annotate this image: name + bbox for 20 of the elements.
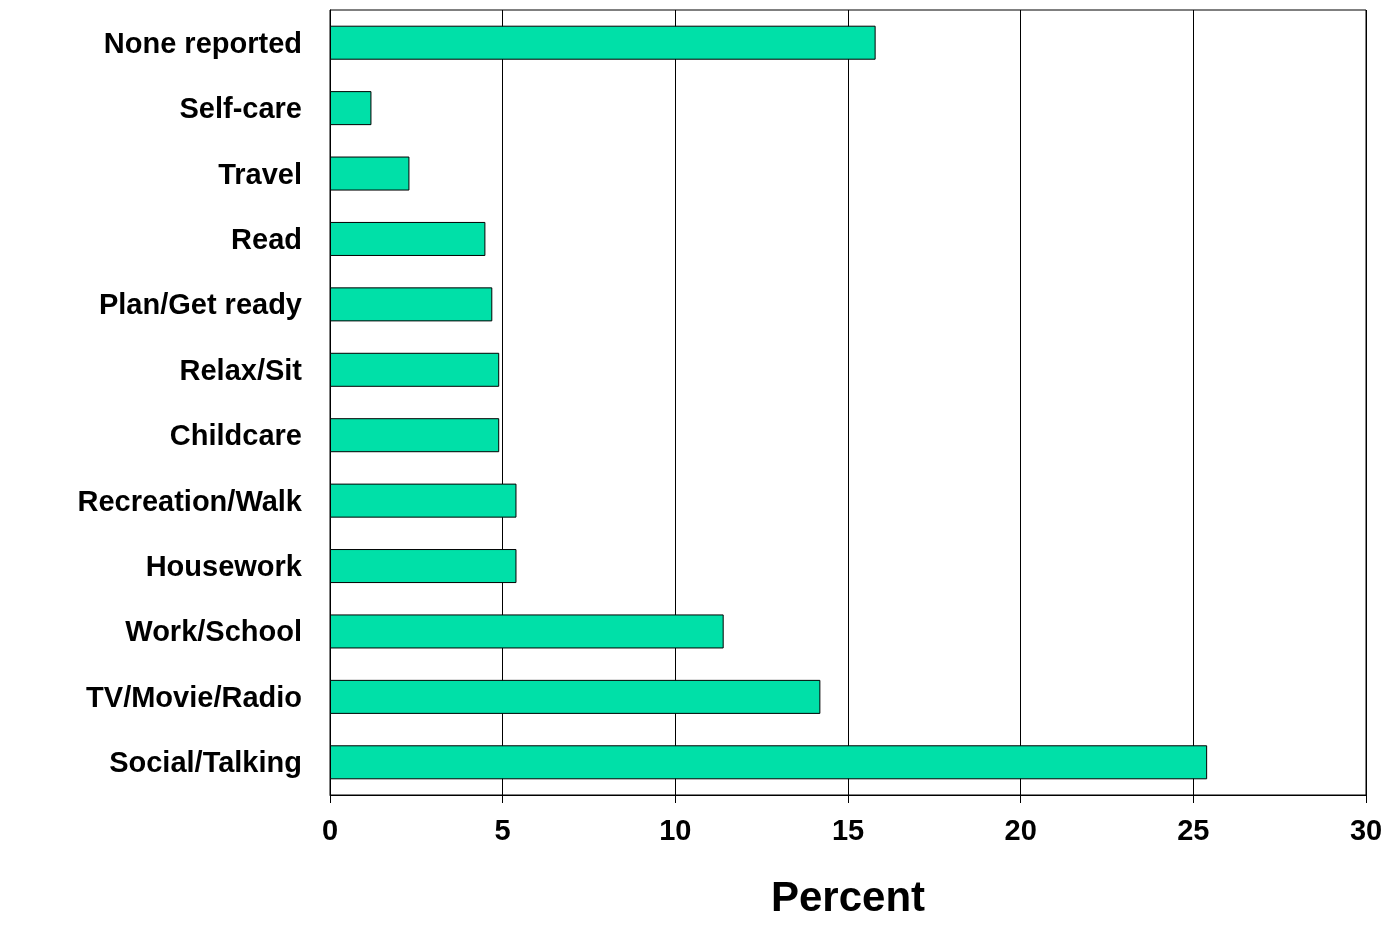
- y-tick-label: Self-care: [179, 92, 302, 125]
- y-tick-label: Relax/Sit: [179, 353, 303, 386]
- y-tick-label: Housework: [145, 550, 303, 583]
- y-tick-label: Read: [231, 222, 302, 255]
- x-tick-label: 15: [831, 813, 865, 846]
- y-tick-label: None reported: [103, 26, 302, 59]
- y-tick-label: Recreation/Walk: [77, 484, 303, 517]
- y-tick-label: Work/School: [125, 615, 302, 648]
- x-tick-label: 10: [659, 813, 692, 846]
- y-tick-label: TV/Movie/Radio: [86, 680, 302, 713]
- y-tick-label: Travel: [218, 157, 302, 190]
- y-tick-label: Childcare: [169, 419, 302, 452]
- y-tick-label: Social/Talking: [109, 746, 302, 779]
- x-tick-label: 0: [321, 813, 339, 846]
- x-tick-label: 25: [1177, 813, 1210, 846]
- x-tick-label: 20: [1004, 813, 1037, 846]
- y-tick-label: Plan/Get ready: [98, 288, 302, 321]
- x-tick-label: 30: [1349, 813, 1383, 846]
- x-tick-label: 5: [494, 813, 511, 846]
- x-axis-title: Percent: [770, 872, 926, 920]
